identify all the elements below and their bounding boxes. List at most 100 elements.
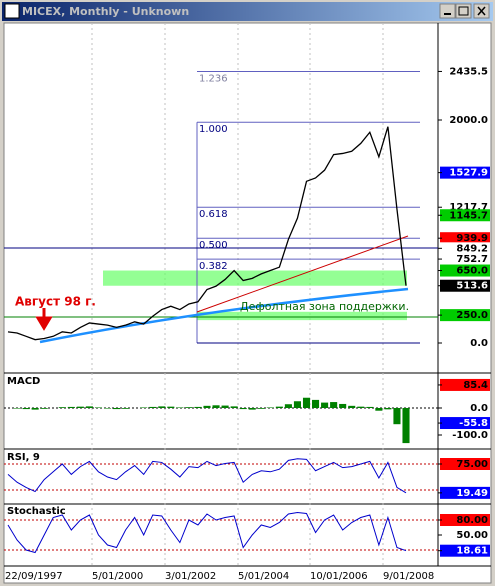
axis-label: 939.9 (456, 233, 488, 244)
window-buttons[interactable] (439, 3, 490, 19)
axis-label: -55.8 (459, 418, 488, 429)
fib-label: 0.618 (199, 209, 228, 220)
x-axis-label: 22/09/1997 (5, 571, 63, 582)
axis-label: 849.2 (456, 243, 488, 254)
macd-bar (31, 408, 39, 410)
panel-title: Stochastic (7, 506, 66, 517)
axis-label: 1217.7 (449, 202, 488, 213)
panel-title: MACD (7, 376, 40, 387)
stoch-line (7, 511, 407, 554)
fib-label: 0.382 (199, 261, 228, 272)
macd-bar (76, 406, 84, 408)
macd-bar (393, 408, 401, 425)
axis-label-bg (440, 166, 490, 179)
macd-bar (402, 408, 410, 444)
macd-bar (312, 399, 320, 408)
x-axis-label: 5/01/2000 (92, 571, 143, 582)
axis-label: 18.61 (456, 546, 488, 557)
axis-label-bg (440, 378, 490, 391)
axis-label: 0.0 (470, 338, 488, 349)
window-title: MICEX, Monthly - Unknown (22, 5, 189, 18)
support-zone (197, 311, 407, 321)
axis-label: 75.00 (456, 459, 488, 470)
axis-label-bg (440, 417, 490, 430)
annotation-support: Дефолтная зона поддержки. (240, 300, 409, 313)
macd-bar (284, 404, 292, 408)
macd-bar (67, 406, 75, 408)
axis-label-bg (440, 429, 490, 441)
macd-bar (185, 407, 193, 408)
axis-label: 1145.7 (449, 210, 488, 221)
price-line (7, 126, 407, 341)
x-axis-label: 10/01/2006 (310, 571, 368, 582)
axis-label-bg (440, 65, 490, 78)
support-zone (103, 270, 407, 286)
x-axis-label: 3/01/2002 (165, 571, 216, 582)
axis-label-bg (440, 309, 490, 322)
macd-bar (257, 408, 265, 409)
maximize-button[interactable] (455, 3, 472, 19)
macd-bar (366, 406, 374, 408)
macd-bar (221, 405, 229, 408)
macd-bar (321, 402, 329, 408)
macd-bar (22, 408, 30, 410)
axis-label-bg (440, 486, 490, 499)
axis-label: 752.7 (456, 254, 488, 265)
axis-label-bg (440, 242, 490, 255)
axis-label: 85.4 (463, 380, 488, 391)
macd-bar (140, 407, 148, 408)
macd-bar (384, 408, 392, 410)
axis-label-bg (440, 529, 490, 541)
close-icon (477, 6, 486, 16)
macd-bar (113, 408, 121, 410)
trend-line (196, 235, 409, 313)
axis-label: 1527.9 (449, 168, 488, 179)
macd-bar (122, 408, 130, 409)
axis-label-bg (440, 264, 490, 277)
axis-label-bg (440, 544, 490, 557)
macd-bar (330, 402, 338, 408)
title-bar (2, 2, 493, 21)
fib-label: 1.000 (199, 124, 228, 135)
macd-bar (375, 408, 383, 411)
axis-label: 250.0 (456, 310, 488, 321)
macd-bar (13, 408, 21, 409)
macd-bar (58, 407, 66, 408)
x-axis-label: 9/01/2008 (383, 571, 434, 582)
macd-bar (339, 403, 347, 408)
minimize-button[interactable] (439, 3, 456, 19)
macd-bar (203, 405, 211, 408)
trend-line (39, 287, 409, 344)
axis-label-bg (440, 402, 490, 414)
macd-bar (348, 405, 356, 408)
axis-label: 513.6 (456, 281, 488, 292)
macd-bar (194, 406, 202, 408)
macd-bar (266, 407, 274, 408)
axis-label-bg (440, 209, 490, 222)
macd-bar (103, 408, 112, 409)
axis-label: 2435.5 (449, 66, 488, 77)
chart-layer: 1.236 1.000 0.618 0.500 0.382 Август 98 г. Деф… (4, 65, 490, 582)
axis-label-bg (440, 232, 490, 245)
panel-title: RSI, 9 (7, 452, 40, 463)
macd-bar (230, 406, 238, 408)
axis-label: 2000.0 (449, 115, 488, 126)
macd-bar (212, 405, 220, 408)
fib-label: 0.500 (199, 240, 228, 251)
macd-bar (40, 408, 48, 409)
annotation-august: Август 98 г. (15, 295, 96, 309)
vertical-grid (91, 23, 384, 566)
axis-label: 80.00 (456, 515, 488, 526)
rsi-line (7, 458, 407, 494)
window-icon (4, 3, 20, 19)
macd-bar (239, 408, 247, 410)
axis-label: 19.49 (456, 488, 488, 499)
axis-label: 650.0 (456, 266, 488, 277)
macd-bar (167, 406, 175, 408)
macd-bar (275, 406, 283, 408)
axis-label-bg (440, 337, 490, 349)
maximize-icon (458, 6, 469, 16)
axis-label: 0.0 (470, 403, 488, 414)
macd-bar (149, 406, 157, 408)
